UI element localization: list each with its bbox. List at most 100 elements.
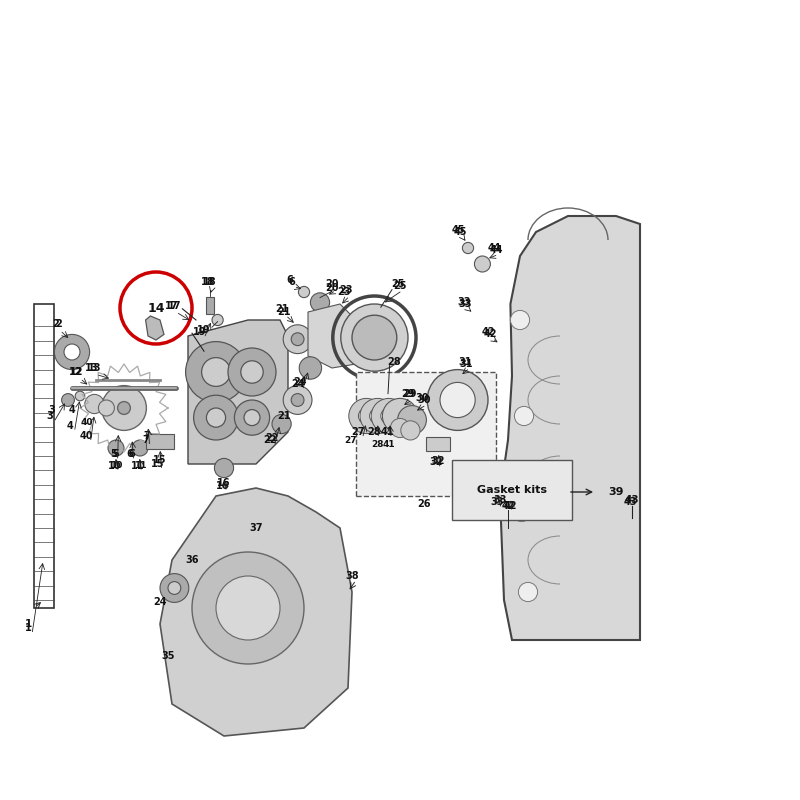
- Text: 28: 28: [371, 439, 384, 449]
- Circle shape: [64, 344, 80, 360]
- Circle shape: [216, 576, 280, 640]
- Text: 43: 43: [625, 495, 639, 505]
- Text: 14: 14: [147, 302, 165, 314]
- Circle shape: [102, 386, 146, 430]
- Text: 4: 4: [67, 421, 74, 430]
- Text: 20: 20: [326, 283, 338, 293]
- Text: 25: 25: [394, 282, 406, 291]
- Text: 42: 42: [482, 327, 494, 337]
- Text: 2: 2: [53, 319, 59, 329]
- Circle shape: [514, 406, 534, 426]
- Text: 28: 28: [367, 427, 382, 437]
- Text: 6: 6: [286, 275, 293, 285]
- Bar: [206, 297, 214, 314]
- Text: 35: 35: [162, 651, 174, 661]
- Text: 24: 24: [292, 379, 305, 389]
- Text: 33: 33: [458, 298, 470, 307]
- Circle shape: [382, 398, 418, 434]
- Text: 39: 39: [608, 487, 624, 497]
- Circle shape: [75, 391, 85, 401]
- Text: 18: 18: [202, 277, 217, 286]
- Polygon shape: [146, 316, 164, 340]
- Text: 38: 38: [345, 571, 359, 581]
- Circle shape: [168, 582, 181, 594]
- Circle shape: [401, 421, 420, 440]
- Text: 6: 6: [289, 277, 295, 286]
- Circle shape: [212, 314, 223, 326]
- Circle shape: [241, 361, 263, 383]
- Text: 36: 36: [186, 555, 198, 565]
- Polygon shape: [308, 304, 356, 368]
- Text: 33: 33: [494, 495, 506, 505]
- Circle shape: [512, 502, 531, 522]
- Text: 3: 3: [46, 411, 53, 421]
- Text: 41: 41: [381, 427, 394, 437]
- Text: 40: 40: [80, 431, 93, 441]
- Text: 29: 29: [402, 389, 414, 398]
- Text: 23: 23: [339, 285, 352, 294]
- Text: 22: 22: [264, 435, 277, 445]
- Text: 7: 7: [143, 431, 150, 441]
- Text: 32: 32: [432, 456, 445, 466]
- Text: 42: 42: [484, 330, 497, 339]
- Text: 21: 21: [275, 304, 288, 314]
- Text: 15: 15: [154, 455, 166, 465]
- Text: 12: 12: [70, 367, 82, 377]
- Circle shape: [62, 394, 74, 406]
- Text: 11: 11: [131, 461, 144, 470]
- Circle shape: [118, 402, 130, 414]
- Polygon shape: [500, 216, 640, 640]
- Text: 29: 29: [403, 389, 416, 398]
- Text: 1: 1: [24, 619, 32, 629]
- Text: 16: 16: [216, 481, 229, 490]
- Circle shape: [360, 398, 395, 434]
- Text: 42: 42: [504, 501, 517, 510]
- Bar: [356, 372, 496, 496]
- Circle shape: [283, 386, 312, 414]
- Text: 23: 23: [338, 287, 350, 297]
- Text: 41: 41: [382, 439, 395, 449]
- Circle shape: [381, 408, 397, 424]
- Text: 25: 25: [392, 279, 405, 289]
- Circle shape: [352, 315, 397, 360]
- Circle shape: [202, 358, 230, 386]
- Polygon shape: [188, 320, 288, 464]
- Circle shape: [398, 406, 426, 434]
- Circle shape: [194, 395, 238, 440]
- Circle shape: [85, 394, 104, 414]
- Circle shape: [54, 334, 90, 370]
- Circle shape: [462, 242, 474, 254]
- Text: 44: 44: [488, 243, 501, 253]
- Circle shape: [291, 333, 304, 346]
- Circle shape: [474, 256, 490, 272]
- Text: 6: 6: [129, 450, 135, 459]
- Text: 30: 30: [416, 394, 429, 403]
- Text: 6: 6: [126, 450, 133, 459]
- Text: 1: 1: [25, 623, 31, 633]
- Text: 31: 31: [460, 359, 473, 369]
- Text: 21: 21: [278, 307, 290, 317]
- Polygon shape: [160, 488, 352, 736]
- Text: 21: 21: [278, 411, 290, 421]
- Text: 45: 45: [452, 226, 465, 235]
- Text: 20: 20: [326, 279, 338, 289]
- Text: 10: 10: [108, 461, 121, 470]
- Circle shape: [234, 400, 270, 435]
- Text: 7: 7: [142, 435, 149, 445]
- Circle shape: [192, 552, 304, 664]
- Text: 22: 22: [266, 434, 278, 443]
- Text: 43: 43: [624, 498, 637, 507]
- Text: 40: 40: [80, 418, 93, 427]
- Text: 42: 42: [502, 501, 514, 510]
- Text: 44: 44: [490, 245, 502, 254]
- Text: 13: 13: [88, 363, 101, 373]
- Text: 15: 15: [151, 459, 164, 469]
- Circle shape: [206, 408, 226, 427]
- Circle shape: [291, 394, 304, 406]
- Text: 17: 17: [168, 301, 181, 310]
- Text: 11: 11: [134, 461, 146, 470]
- Circle shape: [371, 398, 406, 434]
- Text: 18: 18: [201, 277, 215, 286]
- Circle shape: [349, 398, 384, 434]
- Circle shape: [283, 325, 312, 354]
